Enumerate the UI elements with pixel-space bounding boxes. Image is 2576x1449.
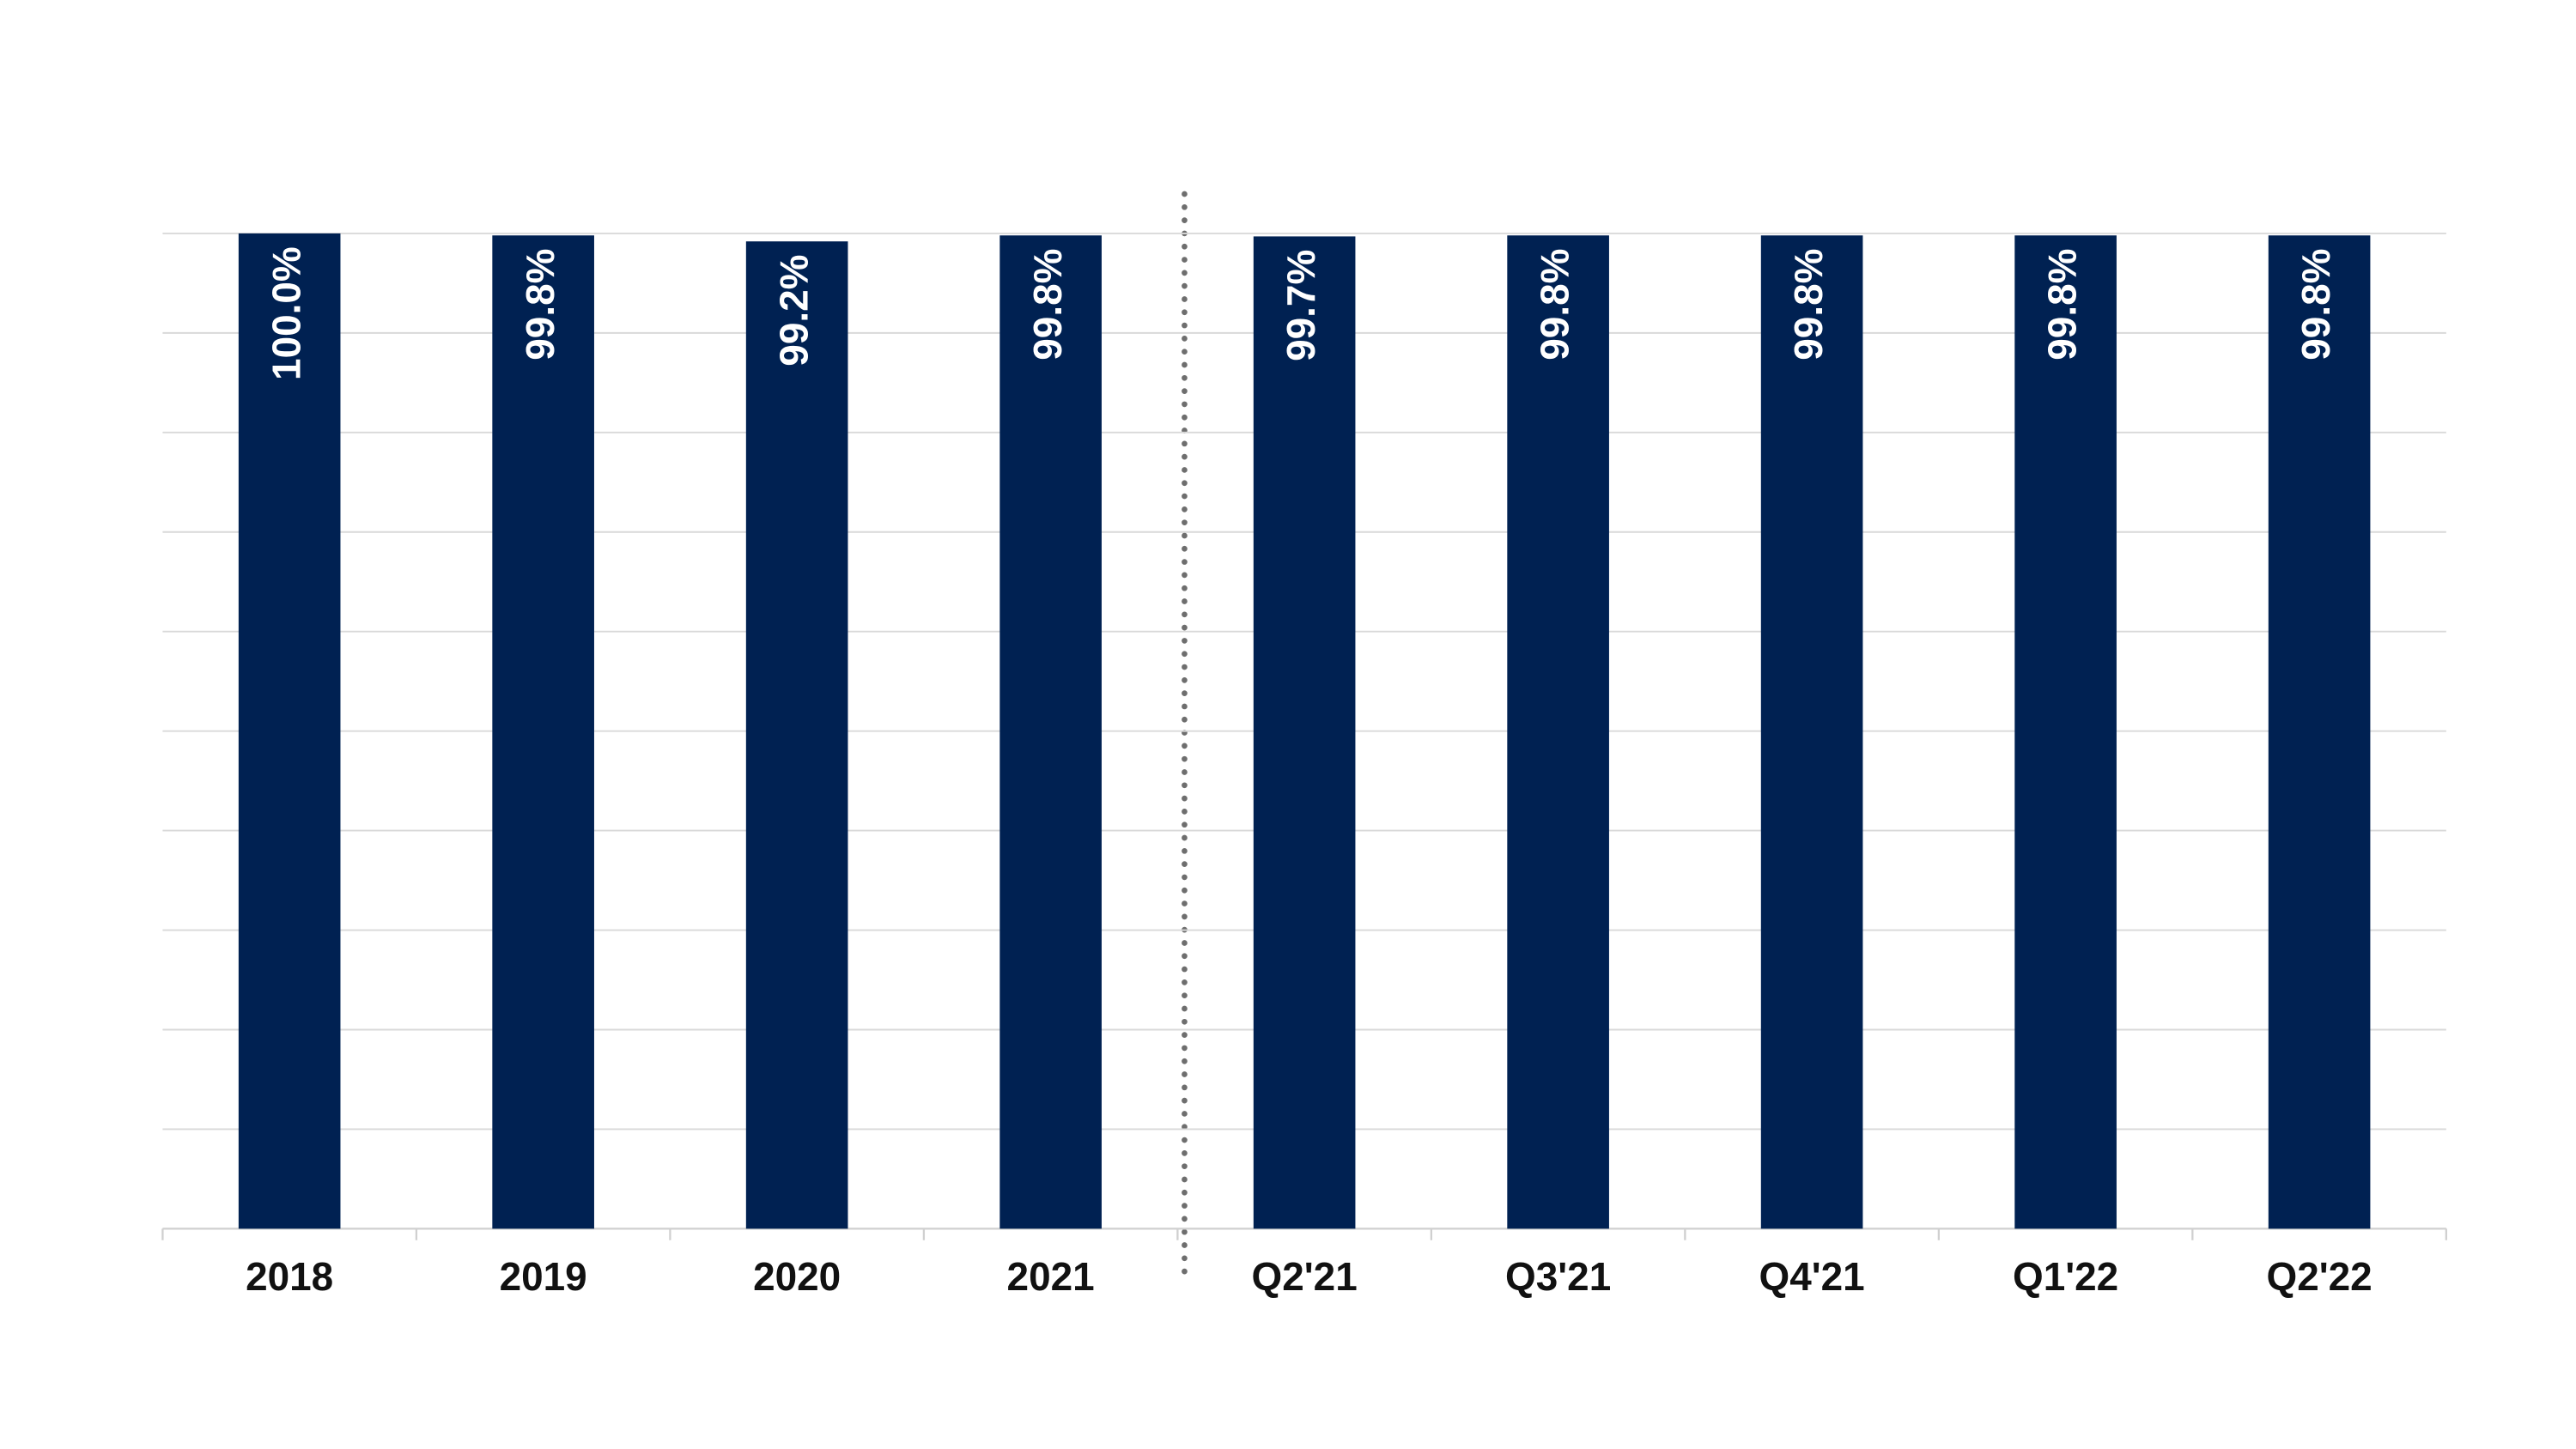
bar (238, 233, 341, 1229)
bar (1507, 235, 1609, 1229)
x-tick-label: Q1'22 (2013, 1254, 2118, 1299)
data-label: 99.8% (1533, 249, 1577, 361)
data-label: 99.8% (1025, 249, 1070, 361)
x-tick-label: 2018 (246, 1254, 333, 1299)
bar (2268, 235, 2371, 1229)
data-label: 99.8% (518, 249, 562, 361)
x-tick-label: 2020 (753, 1254, 841, 1299)
data-label: 99.2% (771, 255, 816, 367)
bar (999, 235, 1102, 1229)
bar (745, 241, 848, 1229)
bar (1760, 235, 1863, 1229)
data-label: 99.7% (1279, 250, 1323, 361)
x-tick-label: 2021 (1007, 1254, 1095, 1299)
bar (2014, 235, 2117, 1229)
bar (492, 235, 594, 1229)
data-label: 99.8% (2293, 249, 2338, 361)
x-tick-label: Q2'21 (1252, 1254, 1358, 1299)
x-tick-label: Q3'21 (1505, 1254, 1611, 1299)
bar (1253, 236, 1356, 1229)
data-label: 99.8% (1786, 249, 1831, 361)
x-tick-label: Q2'22 (2266, 1254, 2372, 1299)
data-label: 99.8% (2040, 249, 2085, 361)
x-tick-label: Q4'21 (1759, 1254, 1865, 1299)
x-tick-label: 2019 (500, 1254, 587, 1299)
data-label: 100.0% (264, 246, 308, 380)
